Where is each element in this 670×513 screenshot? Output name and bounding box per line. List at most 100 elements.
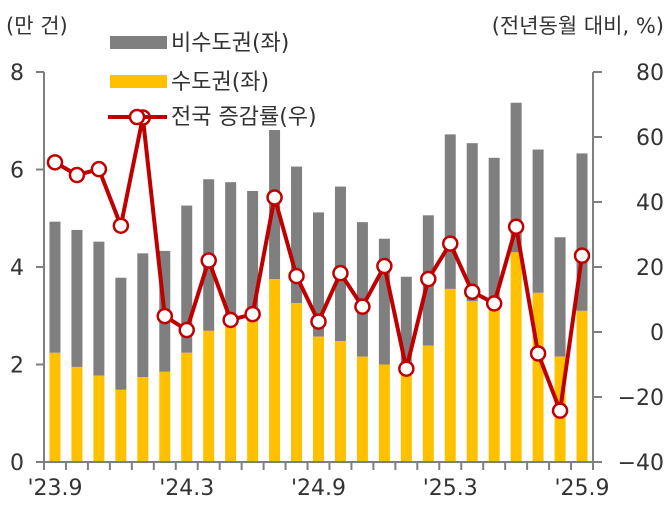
growth-rate-marker-circle-icon	[376, 257, 393, 275]
right-axis-tick-label: −40	[618, 451, 664, 476]
legend-swatch-yellow	[110, 75, 167, 88]
bar-non-metro	[510, 102, 522, 253]
bar-non-metro	[137, 253, 149, 378]
growth-rate-marker-circle-icon	[244, 305, 261, 323]
bar-metro	[115, 389, 127, 462]
growth-rate-marker-circle-icon	[156, 307, 174, 325]
bar-non-metro	[181, 205, 193, 353]
growth-rate-marker-circle-icon	[551, 402, 569, 419]
growth-rate-marker-circle-icon	[68, 166, 86, 184]
bar-non-metro	[466, 143, 478, 302]
growth-rate-marker-circle-icon	[442, 235, 459, 252]
bar-non-metro	[93, 241, 105, 376]
left-axis-tick-label: 6	[10, 159, 24, 184]
bar-metro	[334, 341, 346, 462]
right-axis-tick-label: 40	[636, 191, 664, 216]
legend-item-metro: 수도권(좌)	[110, 70, 269, 95]
growth-rate-marker-circle-icon	[463, 283, 481, 300]
bar-metro	[532, 292, 544, 462]
bar-non-metro	[313, 212, 324, 337]
bar-non-metro	[356, 222, 368, 357]
legend-label-non-metro: 비수도권(좌)	[171, 31, 289, 56]
growth-rate-marker-circle-icon	[222, 311, 239, 329]
legend-swatch-gray	[110, 36, 167, 49]
bar-non-metro	[444, 134, 456, 289]
right-axis-tick-label: 80	[636, 61, 664, 86]
bar-series-group	[49, 102, 588, 462]
bar-non-metro	[532, 149, 544, 293]
bar-metro	[400, 373, 412, 462]
right-axis-tick-label: 60	[636, 126, 664, 151]
bar-metro	[93, 375, 105, 462]
bar-non-metro	[291, 166, 303, 304]
axes-group: 0 2 4 6 8 −40 −20 0 20 40 60 80 '23.9 '24.3 '24.9 '25.3…	[10, 61, 664, 501]
bar-non-metro	[554, 237, 566, 357]
growth-rate-marker-circle-icon	[573, 247, 591, 264]
bar-non-metro	[49, 221, 61, 353]
bar-metro	[313, 336, 324, 462]
x-axis-tick-label: '24.3	[159, 476, 214, 501]
bar-metro	[181, 352, 193, 462]
bar-metro	[356, 356, 368, 462]
bar-metro	[159, 371, 171, 462]
growth-rate-marker-circle-icon	[310, 313, 327, 330]
bar-metro	[137, 377, 149, 462]
left-axis-tick-label: 4	[10, 256, 24, 281]
x-axis-tick-label: '24.9	[291, 476, 346, 501]
x-axis-tick-label: '25.3	[423, 476, 478, 501]
bar-non-metro	[115, 277, 127, 390]
legend-label-metro: 수도권(좌)	[171, 70, 269, 95]
bar-non-metro	[71, 229, 83, 367]
growth-rate-marker-circle-icon	[529, 345, 547, 362]
bar-non-metro	[576, 153, 588, 311]
bar-non-metro	[400, 276, 412, 374]
growth-rate-marker-circle-icon	[266, 189, 283, 206]
right-axis-tick-label: 20	[636, 256, 664, 281]
growth-rate-marker-circle-icon	[288, 267, 305, 285]
bar-metro	[510, 252, 522, 462]
bar-non-metro	[378, 238, 390, 365]
left-axis-tick-label: 0	[10, 451, 24, 476]
bar-non-metro	[488, 157, 500, 310]
bar-metro	[378, 364, 390, 462]
bar-metro	[444, 288, 456, 462]
bar-metro	[225, 326, 237, 462]
bar-metro	[422, 345, 434, 462]
bar-non-metro	[225, 182, 237, 327]
bar-metro	[269, 279, 281, 462]
left-axis-tick-label: 2	[10, 354, 24, 379]
growth-rate-marker-circle-icon	[46, 154, 64, 171]
legend-label-growth-rate: 전국 증감률(우)	[171, 105, 317, 130]
growth-rate-marker-circle-icon	[398, 360, 415, 377]
growth-rate-marker-circle-icon	[420, 270, 437, 288]
right-axis-tick-label: −20	[618, 386, 664, 411]
bar-metro	[466, 301, 478, 462]
growth-rate-marker-circle-icon	[178, 321, 195, 339]
growth-rate-marker-circle-icon	[485, 295, 503, 312]
left-axis-unit-label: (만 건)	[6, 14, 68, 38]
legend-marker-circle-icon	[128, 108, 146, 126]
growth-rate-marker-circle-icon	[200, 252, 217, 269]
right-axis-tick-label: 0	[650, 321, 664, 346]
bar-metro	[203, 330, 215, 462]
right-axis-unit-label: (전년동월 대비, %)	[492, 14, 664, 38]
bar-non-metro	[334, 186, 346, 342]
growth-rate-marker-circle-icon	[507, 218, 525, 235]
x-axis-tick-label: '25.9	[554, 476, 609, 501]
legend-item-growth-rate: 전국 증감률(우)	[108, 105, 317, 130]
x-axis-tick-label: '23.9	[27, 476, 82, 501]
legend: 비수도권(좌) 수도권(좌) 전국 증감률(우)	[108, 31, 317, 130]
bar-metro	[247, 321, 259, 462]
bar-metro	[291, 303, 303, 462]
legend-item-non-metro: 비수도권(좌)	[110, 31, 289, 56]
bar-metro	[576, 310, 588, 462]
growth-rate-marker-circle-icon	[354, 298, 371, 315]
growth-rate-marker-circle-icon	[112, 217, 130, 234]
bar-metro	[488, 309, 500, 462]
growth-rate-marker-circle-icon	[90, 160, 108, 178]
bar-metro	[71, 366, 83, 462]
bar-non-metro	[247, 190, 259, 322]
bar-metro	[49, 352, 61, 462]
left-axis-tick-label: 8	[10, 61, 24, 86]
